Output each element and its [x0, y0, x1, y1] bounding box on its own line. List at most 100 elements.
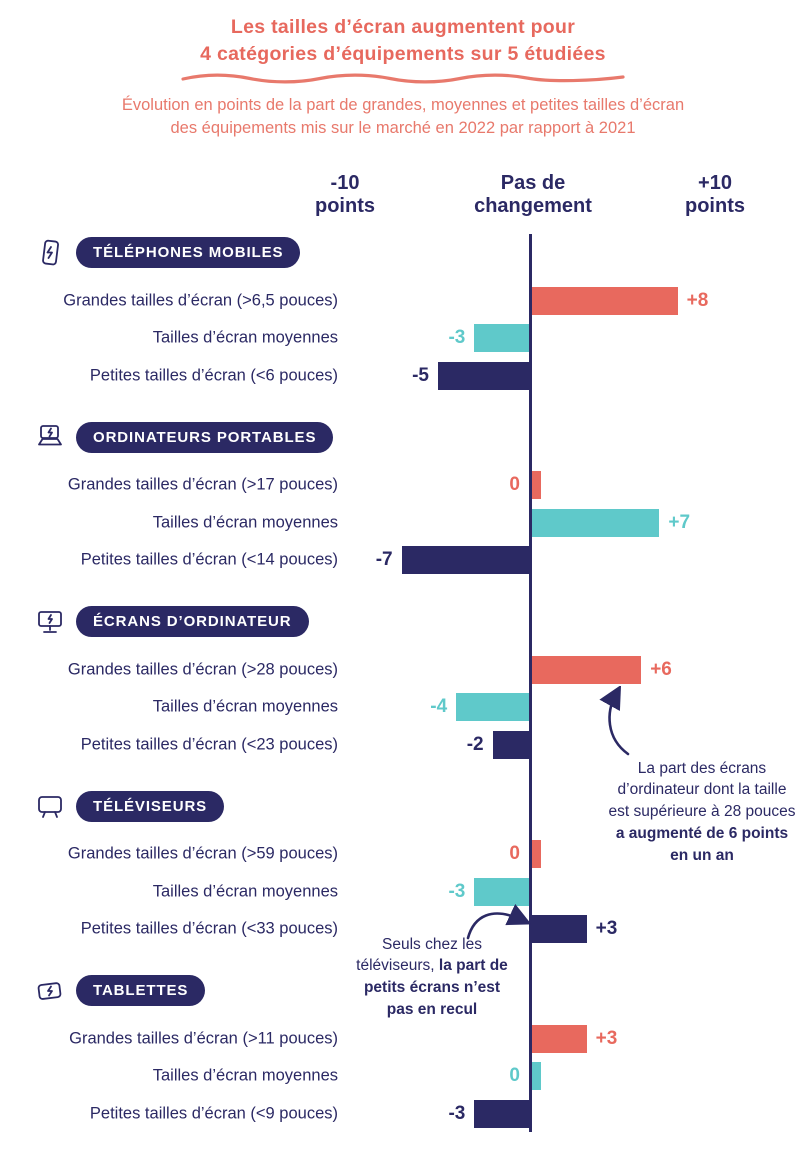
bar-negative: [474, 324, 529, 353]
chart-group: TABLETTES Grandes tailles d’écran (>11 po…: [0, 974, 806, 1133]
row-label: Grandes tailles d’écran (>17 pouces): [67, 475, 338, 494]
tv-icon: [34, 790, 66, 822]
axis-label-plus-10: +10 points: [655, 172, 775, 219]
chart-row: Petites tailles d’écran (<6 pouces) -5: [0, 357, 806, 395]
axis-right-value: +10: [698, 171, 732, 194]
annotation-tv-plain: Seuls chez les téléviseurs,: [356, 935, 482, 975]
category-header: TÉLÉVISEURS: [0, 789, 806, 823]
axis-left-unit: points: [315, 195, 375, 218]
subtitle-line-1: Évolution en points de la part de grande…: [121, 95, 685, 114]
axis-center-line2: changement: [474, 195, 592, 218]
header: Les tailles d’écran augmentent pour 4 cat…: [0, 0, 806, 140]
laptop-icon: [34, 421, 66, 453]
chart-group: ORDINATEURS PORTABLES Grandes tailles d’é…: [0, 420, 806, 579]
row-label: Grandes tailles d’écran (>11 pouces): [69, 1029, 338, 1048]
row-label: Petites tailles d’écran (<33 pouces): [80, 919, 338, 938]
monitor-icon: [34, 606, 66, 638]
category-badge: TÉLÉPHONES MOBILES: [76, 237, 301, 269]
axis-center-line1: Pas de: [500, 171, 566, 194]
category-header: TABLETTES: [0, 974, 806, 1008]
row-label: Tailles d’écran moyennes: [152, 328, 338, 347]
chart-group: TÉLÉVISEURS Grandes tailles d’écran (>59 …: [0, 789, 806, 948]
bar-negative: [492, 730, 529, 759]
bar-positive: [532, 1024, 587, 1053]
axis-right-unit: points: [685, 195, 745, 218]
row-label: Grandes tailles d’écran (>59 pouces): [67, 844, 338, 863]
axis-header: -10 points Pas de changement +10 points: [0, 172, 806, 228]
bar-value: 0: [509, 843, 520, 865]
row-label: Petites tailles d’écran (<23 pouces): [80, 735, 338, 754]
tablet-icon: [34, 975, 66, 1007]
chart-groups: TÉLÉPHONES MOBILES Grandes tailles d’écra…: [0, 234, 806, 1133]
bar-negative: [474, 877, 529, 906]
category-badge: ÉCRANS D’ORDINATEUR: [76, 606, 309, 638]
chart-row: Grandes tailles d’écran (>6,5 pouces) +8: [0, 282, 806, 320]
chart-row: Petites tailles d’écran (<9 pouces) -3: [0, 1095, 806, 1133]
chart-row: Tailles d’écran moyennes -4: [0, 688, 806, 726]
row-label: Tailles d’écran moyennes: [152, 882, 338, 901]
subtitle-line-2: des équipements mis sur le marché en 202…: [170, 118, 636, 137]
bar-value: +3: [595, 918, 618, 940]
chart-row: Tailles d’écran moyennes 0: [0, 1057, 806, 1095]
annotation-arrow-monitors: [599, 685, 630, 756]
chart: TÉLÉPHONES MOBILES Grandes tailles d’écra…: [0, 233, 806, 1133]
bar-negative: [474, 1099, 529, 1128]
category-header: TÉLÉPHONES MOBILES: [0, 236, 806, 270]
row-label: Petites tailles d’écran (<9 pouces): [89, 1104, 338, 1123]
bar-value: +7: [668, 511, 691, 533]
row-label: Grandes tailles d’écran (>6,5 pouces): [63, 291, 338, 310]
bar-value: -3: [448, 880, 466, 902]
bar-value: -4: [430, 696, 448, 718]
chart-subtitle: Évolution en points de la part de grande…: [0, 94, 806, 140]
annotation-monitors-plain: La part des écrans d’ordinateur dont la …: [608, 759, 796, 821]
annotation-arrow-tv: [466, 903, 532, 940]
chart-row: Grandes tailles d’écran (>17 pouces) 0: [0, 466, 806, 504]
row-label: Grandes tailles d’écran (>28 pouces): [67, 660, 338, 679]
chart-row: Petites tailles d’écran (<33 pouces) +3: [0, 910, 806, 948]
wavy-underline: [0, 72, 806, 84]
bar-value: -5: [412, 364, 429, 386]
bar-value: 0: [509, 1065, 520, 1087]
row-label: Tailles d’écran moyennes: [152, 697, 338, 716]
bar-positive: [532, 915, 587, 944]
bar-positive: [532, 655, 642, 684]
title-line-2: 4 catégories d’équipements sur 5 étudiée…: [200, 43, 606, 66]
mobile-phone-icon: [34, 237, 66, 269]
chart-row: Grandes tailles d’écran (>11 pouces) +3: [0, 1020, 806, 1058]
bar-value: -7: [375, 549, 393, 571]
chart-row: Tailles d’écran moyennes -3: [0, 873, 806, 911]
row-label: Tailles d’écran moyennes: [152, 1066, 338, 1085]
chart-row: Petites tailles d’écran (<14 pouces) -7: [0, 541, 806, 579]
bar-zero: [532, 840, 541, 869]
chart-group: TÉLÉPHONES MOBILES Grandes tailles d’écra…: [0, 236, 806, 395]
bar-positive: [532, 508, 660, 537]
bar-zero: [532, 471, 541, 500]
category-header: ORDINATEURS PORTABLES: [0, 420, 806, 454]
chart-title: Les tailles d’écran augmentent pour 4 cat…: [0, 14, 806, 69]
bar-negative: [438, 361, 529, 390]
row-label: Petites tailles d’écran (<14 pouces): [80, 550, 338, 569]
bar-negative: [401, 546, 529, 575]
bar-negative: [456, 693, 529, 722]
bar-value: +8: [686, 289, 709, 311]
row-label: Petites tailles d’écran (<6 pouces): [89, 366, 338, 385]
bar-value: -3: [448, 1102, 466, 1124]
bar-value: -3: [448, 327, 466, 349]
bar-value: +6: [650, 658, 672, 680]
annotation-tv-bold: la part de petits écrans n’est pas en re…: [363, 957, 508, 1018]
row-label: Tailles d’écran moyennes: [152, 513, 338, 532]
bar-zero: [532, 1062, 541, 1091]
chart-row: Grandes tailles d’écran (>59 pouces) 0: [0, 835, 806, 873]
annotation-tv: Seuls chez les téléviseurs, la part de p…: [354, 934, 510, 1021]
chart-row: Petites tailles d’écran (<23 pouces) -2: [0, 726, 806, 764]
axis-left-value: -10: [330, 171, 360, 194]
annotation-monitors: La part des écrans d’ordinateur dont la …: [606, 758, 798, 866]
chart-row: Tailles d’écran moyennes +7: [0, 504, 806, 542]
chart-group: ÉCRANS D’ORDINATEUR Grandes tailles d’écr…: [0, 605, 806, 764]
axis-label-minus-10: -10 points: [285, 172, 405, 219]
title-line-1: Les tailles d’écran augmentent pour: [230, 16, 576, 38]
bar-value: +3: [595, 1027, 618, 1049]
category-badge: TÉLÉVISEURS: [76, 790, 225, 822]
bar-value: -2: [466, 733, 484, 755]
